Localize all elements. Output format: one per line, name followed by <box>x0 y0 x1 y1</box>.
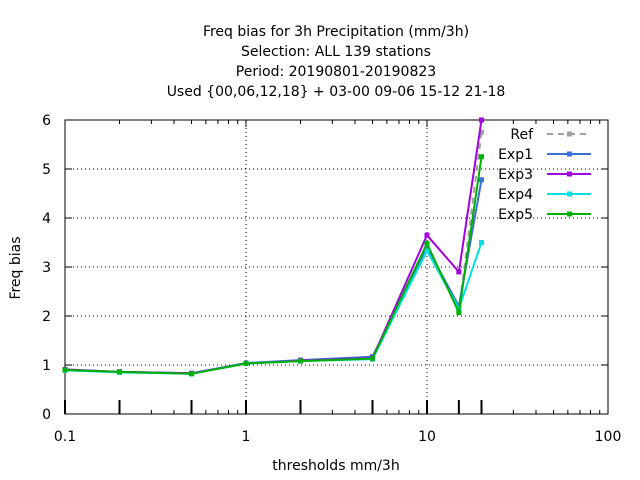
data-point <box>424 240 430 246</box>
title-line-1: Freq bias for 3h Precipitation (mm/3h) <box>203 24 469 40</box>
plot-frame <box>64 119 609 415</box>
y-axis-label: Freq bias <box>8 236 24 299</box>
series-line <box>64 179 483 375</box>
legend-label: Exp1 <box>498 147 533 163</box>
y-tick-label: 4 <box>42 211 51 227</box>
data-point <box>424 244 430 250</box>
data-point <box>456 269 462 275</box>
data-point <box>478 154 484 160</box>
series-line <box>64 119 483 375</box>
title-line-2: Selection: ALL 139 stations <box>241 44 431 60</box>
series-group <box>62 117 484 377</box>
legend: Ref Exp1 Exp3 Exp4 Exp5 <box>498 127 591 223</box>
legend-marker <box>567 171 572 177</box>
legend-label: Exp3 <box>498 167 533 183</box>
data-point <box>297 358 303 364</box>
y-tick-label: 3 <box>42 260 51 276</box>
axis-ticks <box>64 119 609 415</box>
data-point <box>478 117 484 123</box>
legend-label: Ref <box>510 127 534 143</box>
legend-marker <box>567 211 572 217</box>
data-point <box>243 361 249 367</box>
data-point <box>478 240 484 245</box>
x-tick-label: 100 <box>595 429 622 445</box>
data-point <box>424 248 430 254</box>
legend-marker <box>567 191 572 197</box>
data-point <box>62 367 68 373</box>
data-point <box>116 369 122 375</box>
data-point <box>370 356 376 362</box>
series-exp3 <box>62 117 484 376</box>
grid <box>65 120 608 414</box>
series-exp5 <box>62 154 484 377</box>
y-tick-label: 1 <box>42 358 51 374</box>
x-axis-label: thresholds mm/3h <box>272 458 399 474</box>
data-point <box>478 177 484 183</box>
legend-marker <box>567 131 572 137</box>
y-tick-label: 2 <box>42 309 51 325</box>
y-tick-label: 0 <box>42 407 51 423</box>
chart-title: Freq bias for 3h Precipitation (mm/3h) S… <box>167 24 506 100</box>
x-tick-labels: 0.1 1 10 100 <box>54 429 622 445</box>
data-point <box>456 310 462 316</box>
x-tick-label: 10 <box>418 429 436 445</box>
data-point <box>478 129 484 135</box>
title-line-3: Period: 20190801-20190823 <box>236 64 436 80</box>
x-tick-label: 0.1 <box>54 429 76 445</box>
legend-label: Exp5 <box>498 207 533 223</box>
x-tick-label: 1 <box>242 429 251 445</box>
legend-label: Exp4 <box>498 187 533 203</box>
y-tick-label: 6 <box>42 113 51 129</box>
title-line-4: Used {00,06,12,18} + 03-00 09-06 15-12 2… <box>167 84 506 100</box>
data-point <box>189 371 195 377</box>
y-tick-labels: 0 1 2 3 4 5 6 <box>42 113 51 423</box>
series-exp1 <box>62 177 484 376</box>
data-point <box>424 232 430 238</box>
legend-marker <box>567 151 572 157</box>
series-ref <box>62 129 484 376</box>
y-tick-label: 5 <box>42 162 51 178</box>
